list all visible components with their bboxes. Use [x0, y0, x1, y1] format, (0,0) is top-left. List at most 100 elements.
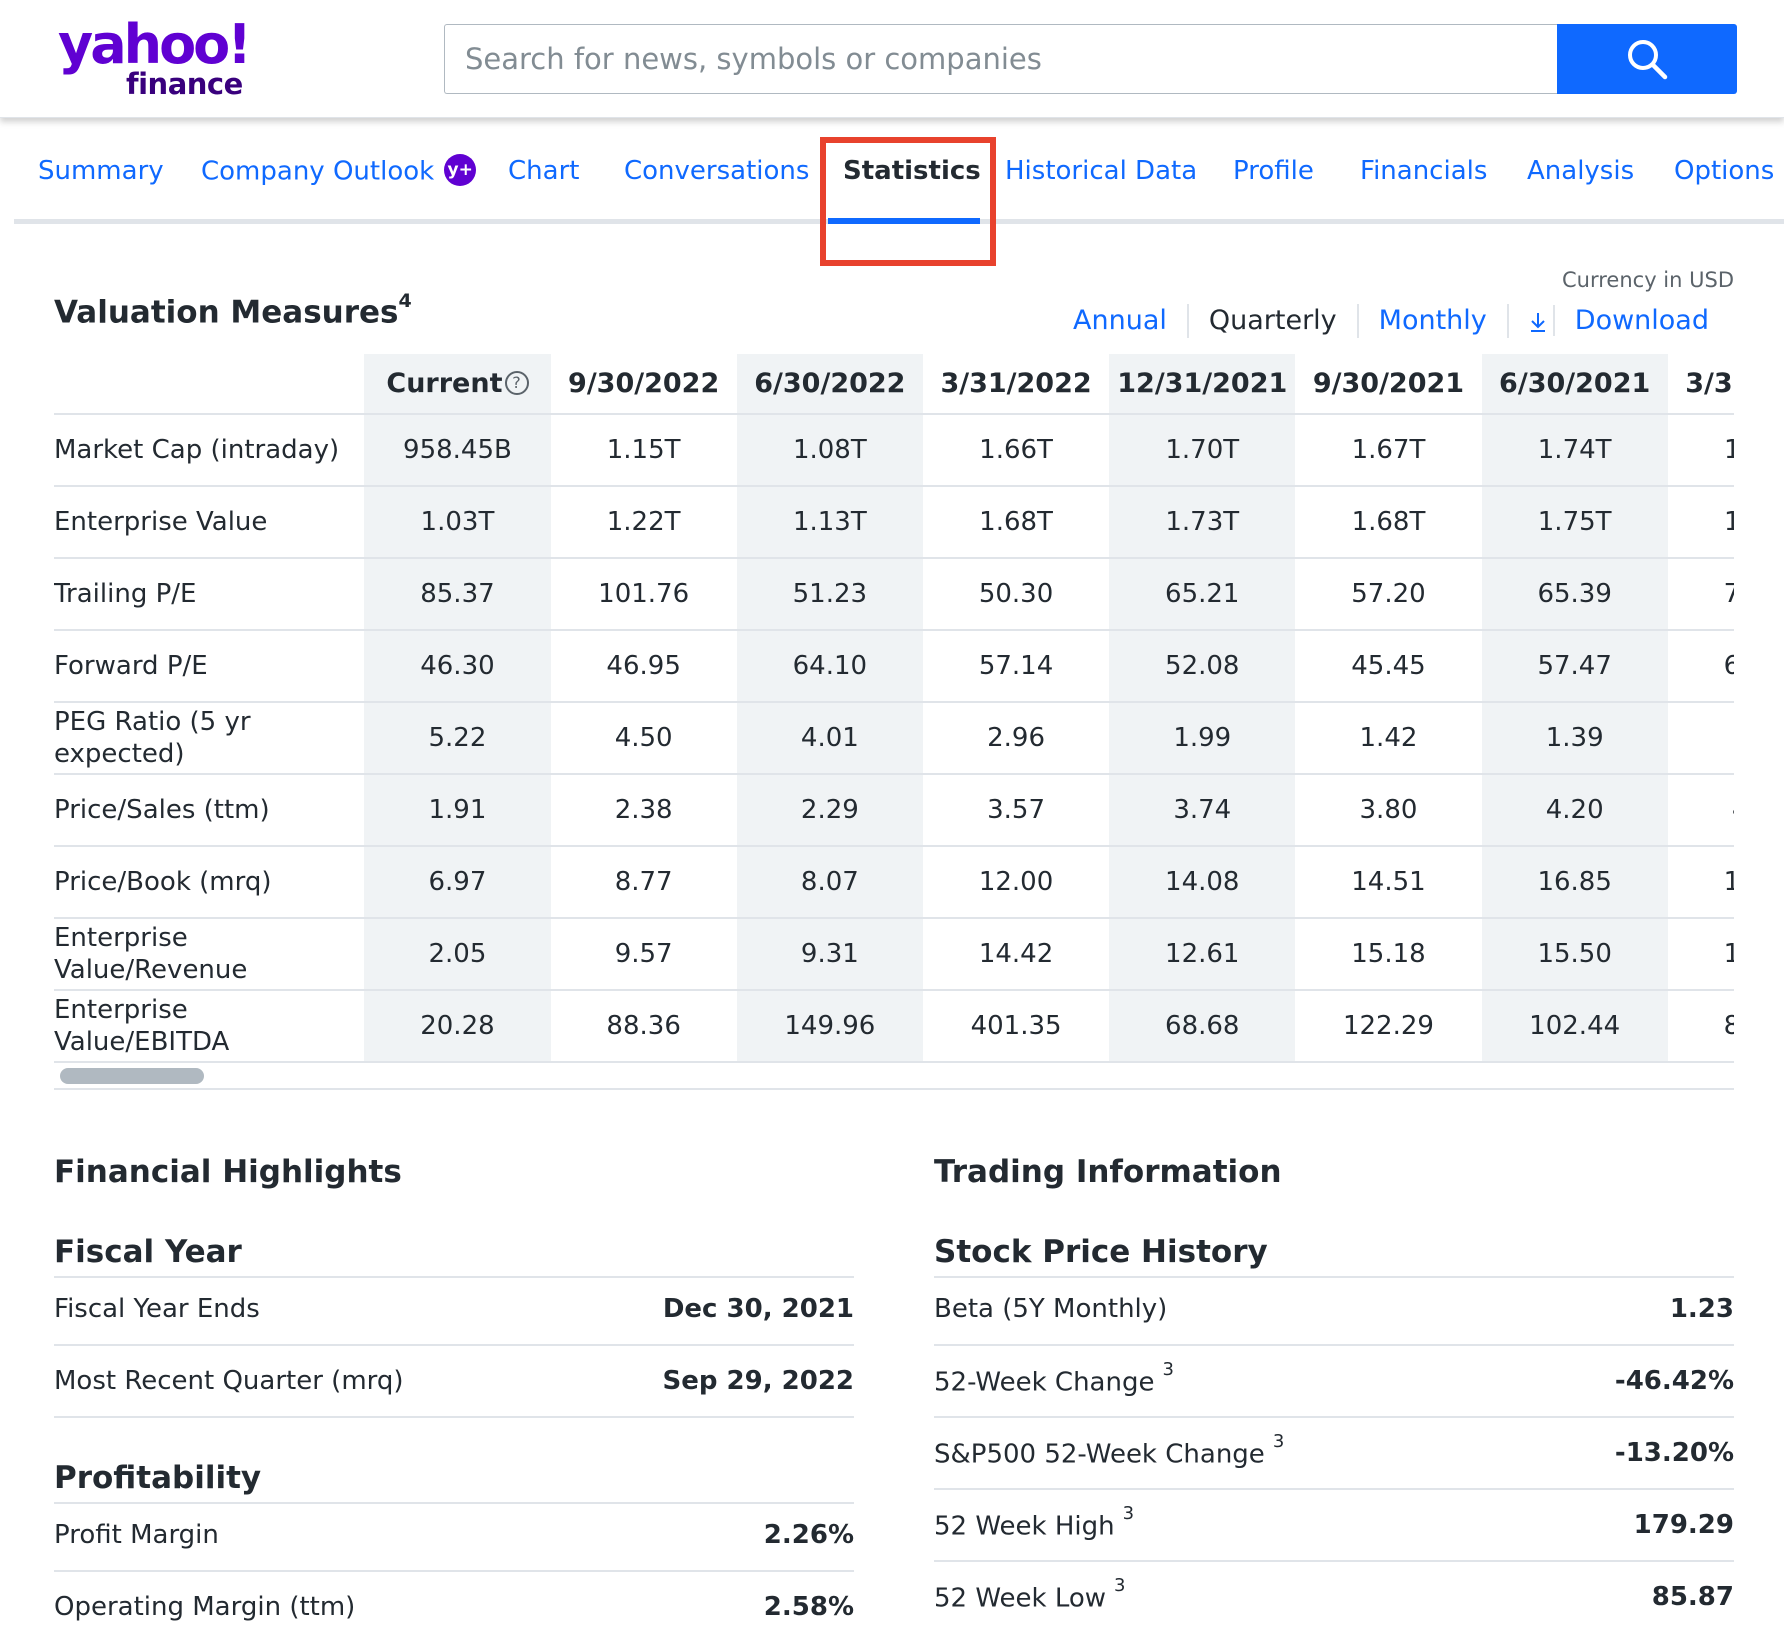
- tab-chart[interactable]: Chart: [508, 156, 580, 186]
- fiscal-year-title: Fiscal Year: [54, 1234, 854, 1278]
- table-cell: 16.64: [1667, 846, 1734, 919]
- trading-information-title: Trading Information: [934, 1154, 1282, 1190]
- table-cell: 4.20: [1481, 774, 1668, 847]
- table-row: PEG Ratio (5 yr expected) 5.22 4.50 4.01 2.9…: [54, 702, 1734, 775]
- yahoo-finance-logo[interactable]: yahoo! finance: [58, 13, 252, 104]
- row-label: Forward P/E: [54, 630, 365, 703]
- tab-summary[interactable]: Summary: [38, 156, 164, 186]
- most-recent-quarter-row: Most Recent Quarter (mrq) Sep 29, 2022: [54, 1346, 854, 1418]
- row-label: Profit Margin: [54, 1520, 219, 1550]
- logo-yahoo-text: yahoo!: [58, 13, 252, 76]
- table-cell: 65.39: [1481, 558, 1668, 631]
- table-cell: 52.08: [1109, 630, 1296, 703]
- horizontal-scrollbar: [54, 1062, 1734, 1090]
- footnote-marker: 3: [1114, 1574, 1126, 1596]
- table-cell: 15.18: [1295, 918, 1482, 991]
- table-cell: 1.22T: [550, 486, 737, 559]
- column-header: 9/30/2022: [550, 354, 737, 415]
- stock-price-history-title: Stock Price History: [934, 1234, 1734, 1278]
- table-cell: 51.23: [736, 558, 923, 631]
- help-icon[interactable]: ?: [504, 370, 529, 395]
- table-cell: 1.42: [1295, 702, 1482, 775]
- tab-conversations[interactable]: Conversations: [624, 156, 810, 186]
- table-row: Enterprise Value 1.03T 1.22T 1.13T 1.68T 1.73…: [54, 486, 1734, 559]
- valuation-table: Current? 9/30/2022 6/30/2022 3/31/2022 1…: [54, 354, 1734, 1063]
- table-cell: 12.00: [922, 846, 1110, 919]
- table-cell: 3.74: [1109, 774, 1296, 847]
- table-cell: 85.37: [364, 558, 551, 631]
- table-cell: 1.56T: [1667, 414, 1734, 487]
- table-cell: 57.47: [1481, 630, 1668, 703]
- table-cell: 149.96: [736, 990, 923, 1063]
- search-input[interactable]: [445, 25, 1558, 93]
- table-row: Enterprise Value/Revenue 2.05 9.57 9.31 14.4…: [54, 918, 1734, 991]
- table-cell: 57.20: [1295, 558, 1482, 631]
- table-cell: 1.08T: [736, 414, 923, 487]
- header: yahoo! finance: [0, 0, 1784, 118]
- valuation-table-body: Market Cap (intraday) 958.45B 1.15T 1.08T 1.…: [54, 414, 1734, 1063]
- tab-statistics[interactable]: Statistics: [843, 156, 981, 186]
- row-value: -13.20%: [1614, 1438, 1734, 1468]
- table-cell: 2.38: [550, 774, 737, 847]
- table-cell: 1.70T: [1109, 414, 1296, 487]
- table-cell: 2.05: [364, 918, 551, 991]
- download-icon: [1530, 312, 1545, 332]
- tab-financials[interactable]: Financials: [1360, 156, 1488, 186]
- period-quarterly-link[interactable]: Quarterly: [1186, 304, 1357, 338]
- table-cell: 4.50: [550, 702, 737, 775]
- scrollbar-thumb[interactable]: [60, 1068, 204, 1084]
- financial-highlights-title: Financial Highlights: [54, 1154, 402, 1190]
- stock-price-history-row: 52-Week Change 3 -46.42%: [934, 1346, 1734, 1418]
- profitability-title: Profitability: [54, 1460, 854, 1504]
- row-label-text: 52 Week High: [934, 1511, 1115, 1542]
- statistics-tab-highlight: [820, 137, 996, 266]
- table-row: Trailing P/E 85.37 101.76 51.23 50.30 65.21 57…: [54, 558, 1734, 631]
- active-tab-indicator: [828, 218, 980, 224]
- valuation-footnote-marker: 4: [398, 290, 412, 312]
- table-cell: 101.76: [550, 558, 737, 631]
- currency-note: Currency in USD: [1562, 268, 1734, 292]
- table-cell: 14.08: [1109, 846, 1296, 919]
- tab-analysis[interactable]: Analysis: [1527, 156, 1635, 186]
- row-value: 1.23: [1669, 1294, 1734, 1324]
- download-link[interactable]: Download: [1506, 304, 1729, 338]
- table-cell: 45.45: [1295, 630, 1482, 703]
- row-label: Trailing P/E: [54, 558, 365, 631]
- tab-options[interactable]: Options: [1674, 156, 1775, 186]
- table-cell: 57.14: [922, 630, 1110, 703]
- tab-company-outlook[interactable]: Company Outlook y+: [201, 154, 477, 188]
- table-cell: 1.91: [364, 774, 551, 847]
- row-value: -46.42%: [1614, 1366, 1734, 1396]
- row-label: Price/Book (mrq): [54, 846, 365, 919]
- table-cell: 1.75T: [1481, 486, 1668, 559]
- table-cell: 1.66T: [922, 414, 1110, 487]
- yahoo-plus-badge-icon: y+: [444, 154, 477, 186]
- table-row: Enterprise Value/EBITDA 20.28 88.36 149.96 4…: [54, 990, 1734, 1063]
- table-cell: 1.99: [1109, 702, 1296, 775]
- row-label: Operating Margin (ttm): [54, 1592, 356, 1622]
- footnote-marker: 3: [1162, 1358, 1174, 1380]
- period-annual-link[interactable]: Annual: [1073, 305, 1167, 336]
- table-cell: 1.68T: [1295, 486, 1482, 559]
- table-cell: 9.31: [736, 918, 923, 991]
- row-label-text: S&P500 52-Week Change: [934, 1439, 1265, 1470]
- table-cell: 1.74T: [1481, 414, 1668, 487]
- row-label: Market Cap (intraday): [54, 414, 365, 487]
- row-value: 2.58%: [763, 1592, 854, 1622]
- stock-price-history-row: 52 Week Low 3 85.87: [934, 1562, 1734, 1632]
- column-header: 3/31/2021: [1667, 354, 1734, 415]
- logo-finance-text: finance: [126, 67, 243, 101]
- period-monthly-link[interactable]: Monthly: [1356, 304, 1507, 338]
- tab-historical-data[interactable]: Historical Data: [1005, 156, 1198, 186]
- row-label-text: 52-Week Change: [934, 1367, 1155, 1398]
- row-value: Sep 29, 2022: [662, 1366, 855, 1396]
- table-cell: 1.56T: [1667, 486, 1734, 559]
- row-label: 52 Week High 3: [934, 1503, 1134, 1542]
- search-button[interactable]: [1557, 24, 1737, 94]
- table-cell: 12.61: [1109, 918, 1296, 991]
- tab-profile[interactable]: Profile: [1233, 156, 1314, 186]
- table-cell: 1.03T: [364, 486, 551, 559]
- table-cell: 1.73T: [1109, 486, 1296, 559]
- tab-company-outlook-label: Company Outlook: [201, 156, 435, 187]
- row-label: Enterprise Value/Revenue: [54, 918, 365, 991]
